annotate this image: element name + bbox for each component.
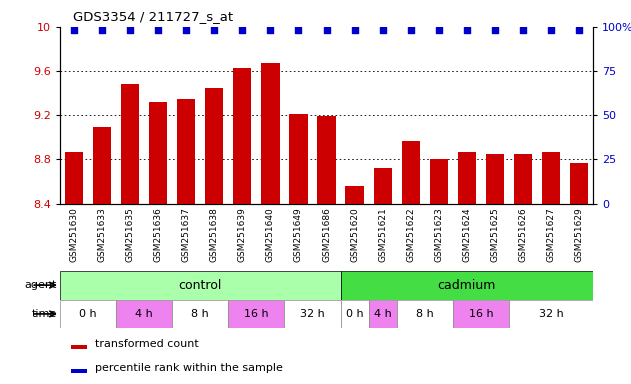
Bar — [116, 300, 172, 328]
Bar — [374, 168, 392, 204]
Text: GSM251630: GSM251630 — [69, 207, 78, 262]
Text: GSM251626: GSM251626 — [519, 207, 528, 262]
Bar — [60, 300, 116, 328]
Text: GSM251624: GSM251624 — [463, 207, 471, 262]
Text: 4 h: 4 h — [135, 309, 153, 319]
Bar — [341, 300, 369, 328]
Point — [181, 27, 191, 33]
Bar — [542, 152, 560, 204]
Bar — [317, 116, 336, 204]
Point — [97, 27, 107, 33]
Bar — [60, 271, 341, 300]
Point — [153, 27, 163, 33]
Point — [433, 27, 444, 33]
Point — [490, 27, 500, 33]
Bar — [261, 63, 280, 204]
Point — [125, 27, 135, 33]
Text: GSM251636: GSM251636 — [154, 207, 163, 262]
Bar — [570, 163, 588, 204]
Bar — [205, 88, 223, 204]
Text: GSM251625: GSM251625 — [490, 207, 499, 262]
Bar — [65, 152, 83, 204]
Point — [350, 27, 360, 33]
Bar — [290, 114, 307, 204]
Text: 8 h: 8 h — [416, 309, 433, 319]
Text: GSM251633: GSM251633 — [98, 207, 107, 262]
Point — [574, 27, 584, 33]
Bar — [401, 141, 420, 204]
Text: transformed count: transformed count — [95, 339, 198, 349]
Bar — [172, 300, 228, 328]
Text: cadmium: cadmium — [438, 279, 496, 291]
Text: GSM251640: GSM251640 — [266, 207, 275, 262]
Text: 16 h: 16 h — [244, 309, 269, 319]
Point — [377, 27, 387, 33]
Bar — [177, 99, 196, 204]
Point — [546, 27, 556, 33]
Bar — [71, 369, 86, 373]
Text: GSM251620: GSM251620 — [350, 207, 359, 262]
Text: GSM251629: GSM251629 — [575, 207, 584, 262]
Bar — [285, 300, 341, 328]
Bar — [486, 154, 504, 204]
Text: GSM251686: GSM251686 — [322, 207, 331, 262]
Bar — [121, 84, 139, 204]
Point — [462, 27, 472, 33]
Text: 4 h: 4 h — [374, 309, 392, 319]
Text: GSM251622: GSM251622 — [406, 207, 415, 262]
Bar — [430, 159, 448, 204]
Text: 16 h: 16 h — [469, 309, 493, 319]
Bar — [509, 300, 593, 328]
Text: 0 h: 0 h — [346, 309, 363, 319]
Point — [209, 27, 220, 33]
Text: GSM251637: GSM251637 — [182, 207, 191, 262]
Text: GSM251638: GSM251638 — [209, 207, 219, 262]
Point — [321, 27, 332, 33]
Bar — [149, 102, 167, 204]
Text: percentile rank within the sample: percentile rank within the sample — [95, 363, 283, 373]
Text: 32 h: 32 h — [300, 309, 325, 319]
Point — [69, 27, 79, 33]
Bar — [233, 68, 252, 204]
Bar — [341, 271, 593, 300]
Bar — [71, 345, 86, 349]
Text: GSM251639: GSM251639 — [238, 207, 247, 262]
Text: agent: agent — [25, 280, 57, 290]
Text: GSM251649: GSM251649 — [294, 207, 303, 262]
Text: GSM251621: GSM251621 — [378, 207, 387, 262]
Bar — [514, 154, 532, 204]
Point — [293, 27, 304, 33]
Text: GSM251635: GSM251635 — [126, 207, 134, 262]
Point — [406, 27, 416, 33]
Bar — [457, 152, 476, 204]
Text: GDS3354 / 211727_s_at: GDS3354 / 211727_s_at — [73, 10, 233, 23]
Bar — [397, 300, 453, 328]
Bar — [346, 186, 363, 204]
Text: GSM251627: GSM251627 — [546, 207, 555, 262]
Point — [518, 27, 528, 33]
Text: 0 h: 0 h — [80, 309, 97, 319]
Point — [266, 27, 276, 33]
Text: GSM251623: GSM251623 — [434, 207, 444, 262]
Bar — [453, 300, 509, 328]
Text: control: control — [179, 279, 222, 291]
Bar — [93, 127, 111, 204]
Text: time: time — [32, 309, 57, 319]
Bar — [228, 300, 285, 328]
Text: 32 h: 32 h — [539, 309, 563, 319]
Bar — [369, 300, 397, 328]
Text: 8 h: 8 h — [191, 309, 209, 319]
Point — [237, 27, 247, 33]
